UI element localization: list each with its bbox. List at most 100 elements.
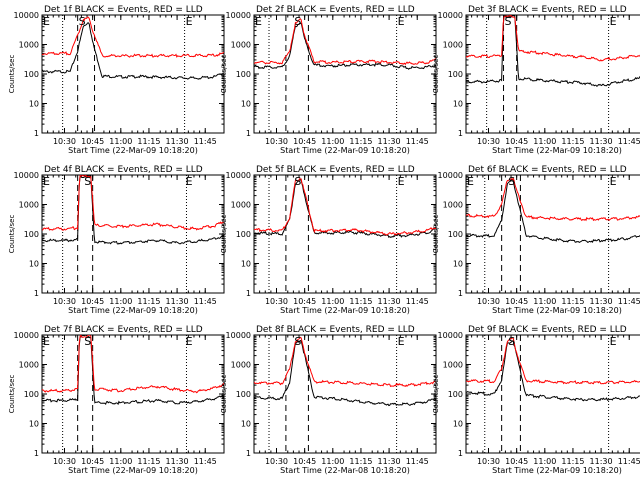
panel-title: Det 7f BLACK = Events, RED = LLD xyxy=(44,325,203,335)
y-tick-label: 100 xyxy=(448,70,463,79)
y-tick-label: 10 xyxy=(453,100,463,109)
lld-series-line xyxy=(466,177,640,222)
x-tick-label: 10:45 xyxy=(293,297,316,306)
start-marker-label: S xyxy=(508,335,515,348)
x-tick-label: 10:45 xyxy=(505,137,528,146)
x-tick-label: 11:45 xyxy=(194,137,217,146)
end-marker-label: E xyxy=(43,335,50,348)
x-tick-label: 10:30 xyxy=(477,137,500,146)
x-tick-label: 11:45 xyxy=(618,297,640,306)
y-tick-label: 10000 xyxy=(438,331,463,340)
end-marker-label: E xyxy=(43,175,50,188)
x-tick-label: 11:45 xyxy=(194,297,217,306)
x-tick-label: 11:15 xyxy=(137,297,160,306)
panel-9: 1 10 100 1000 10000 10:30 10:45 11:00 11:15 11:30… xyxy=(432,325,640,475)
x-tick-label: 10:45 xyxy=(81,137,104,146)
y-tick-label: 1000 xyxy=(443,361,463,370)
x-tick-label: 10:30 xyxy=(265,137,288,146)
x-axis-label: Start Time (22-Mar-09 10:18:20) xyxy=(68,146,198,155)
y-tick-label: 100 xyxy=(24,230,39,239)
x-tick-label: 10:45 xyxy=(81,297,104,306)
y-tick-label: 1 xyxy=(246,129,251,138)
panel-title: Det 6f BLACK = Events, RED = LLD xyxy=(468,165,627,175)
x-tick-label: 10:45 xyxy=(505,457,528,466)
end-marker-label: E xyxy=(467,175,474,188)
x-tick-label: 11:30 xyxy=(590,297,613,306)
x-tick-label: 10:30 xyxy=(53,137,76,146)
y-axis-label: Counts/sec xyxy=(220,55,228,94)
x-tick-label: 11:30 xyxy=(378,137,401,146)
plot-frame xyxy=(253,14,437,134)
x-tick-label: 11:15 xyxy=(561,457,584,466)
end-marker-label: E xyxy=(186,175,193,188)
events-series-line xyxy=(42,175,224,245)
lld-series-line xyxy=(254,18,436,66)
x-tick-label: 11:15 xyxy=(349,297,372,306)
y-tick-label: 10000 xyxy=(14,331,39,340)
events-series-line xyxy=(42,335,224,406)
x-tick-label: 11:45 xyxy=(618,137,640,146)
events-series-line xyxy=(254,340,436,407)
y-tick-label: 10000 xyxy=(438,11,463,20)
y-axis-label: Counts/sec xyxy=(432,375,440,414)
x-tick-label: 11:30 xyxy=(166,137,189,146)
panel-2: 1 10 100 1000 10000 10:30 10:45 11:00 11:15 11:30… xyxy=(220,5,437,155)
x-tick-label: 11:45 xyxy=(406,457,429,466)
start-marker-label: S xyxy=(84,335,91,348)
plot-frame xyxy=(465,174,640,294)
x-tick-label: 11:00 xyxy=(321,297,344,306)
x-axis-label: Start Time (22-Mar-09 10:18:20) xyxy=(492,466,622,475)
lld-series-line xyxy=(42,175,224,231)
y-tick-label: 10 xyxy=(453,260,463,269)
y-tick-label: 1 xyxy=(246,449,251,458)
y-axis-label: Counts/sec xyxy=(8,375,16,414)
x-tick-label: 10:45 xyxy=(293,457,316,466)
x-tick-label: 11:00 xyxy=(109,137,132,146)
x-axis-label: Start Time (22-Mar-09 10:18:20) xyxy=(68,466,198,475)
lld-series-line xyxy=(42,16,224,58)
y-axis-label: Counts/sec xyxy=(432,55,440,94)
x-tick-label: 10:30 xyxy=(265,297,288,306)
y-tick-label: 1000 xyxy=(231,201,251,210)
end-marker-label: E xyxy=(255,15,262,28)
y-tick-label: 100 xyxy=(236,70,251,79)
y-tick-label: 1000 xyxy=(19,41,39,50)
x-tick-label: 10:30 xyxy=(53,457,76,466)
x-tick-label: 10:45 xyxy=(505,297,528,306)
y-tick-label: 100 xyxy=(448,230,463,239)
y-tick-label: 10 xyxy=(241,100,251,109)
y-axis-label: Counts/sec xyxy=(220,375,228,414)
start-marker-label: S xyxy=(84,175,91,188)
x-tick-label: 10:45 xyxy=(81,457,104,466)
y-tick-label: 10000 xyxy=(226,331,251,340)
y-tick-label: 1000 xyxy=(443,41,463,50)
y-tick-label: 100 xyxy=(236,390,251,399)
x-tick-label: 11:00 xyxy=(533,457,556,466)
events-series-line xyxy=(466,178,640,244)
y-tick-label: 10 xyxy=(29,260,39,269)
x-tick-label: 10:30 xyxy=(53,297,76,306)
lld-series-line xyxy=(254,336,436,387)
x-tick-label: 11:15 xyxy=(561,297,584,306)
panel-3: 1 10 100 1000 10000 10:30 10:45 11:00 11:15 11:30… xyxy=(432,5,640,155)
events-series-line xyxy=(466,15,640,87)
x-tick-label: 11:30 xyxy=(590,457,613,466)
x-tick-label: 10:30 xyxy=(265,457,288,466)
y-tick-label: 10000 xyxy=(438,171,463,180)
x-tick-label: 11:00 xyxy=(109,457,132,466)
panel-5: 1 10 100 1000 10000 10:30 10:45 11:00 11:15 11:30… xyxy=(220,165,437,315)
y-tick-label: 1 xyxy=(246,289,251,298)
x-tick-label: 11:00 xyxy=(533,297,556,306)
plot-frame xyxy=(253,334,437,454)
x-tick-label: 10:30 xyxy=(477,297,500,306)
y-axis-label: Counts/sec xyxy=(432,215,440,254)
x-tick-label: 11:45 xyxy=(406,137,429,146)
x-tick-label: 11:00 xyxy=(533,137,556,146)
x-tick-label: 11:15 xyxy=(349,137,372,146)
x-tick-label: 10:30 xyxy=(477,457,500,466)
y-tick-label: 100 xyxy=(236,230,251,239)
x-axis-label: Start Time (22-Mar-09 10:18:20) xyxy=(280,146,410,155)
x-axis-label: Start Time (22-Mar-09 10:18:20) xyxy=(492,306,622,315)
y-tick-label: 10 xyxy=(453,420,463,429)
lld-series-line xyxy=(466,337,640,385)
